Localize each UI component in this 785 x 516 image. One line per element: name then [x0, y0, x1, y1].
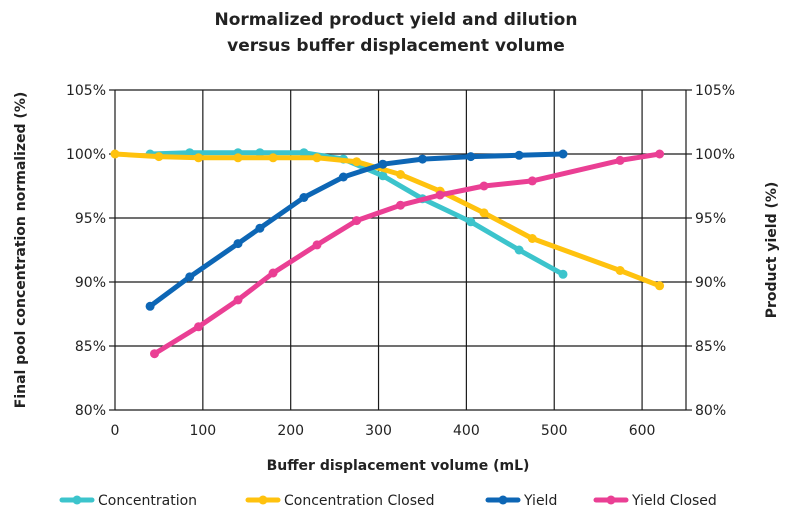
data-point	[110, 149, 120, 159]
data-point	[615, 266, 625, 275]
y-tick-label-right: 85%	[695, 339, 726, 355]
data-point	[150, 349, 159, 359]
data-point	[185, 148, 195, 158]
data-point	[268, 268, 278, 278]
y-tick-label-left: 100%	[66, 147, 106, 163]
y-tick-label-right: 80%	[695, 403, 726, 419]
data-point	[338, 172, 348, 182]
data-point	[154, 152, 164, 162]
data-point	[299, 148, 309, 158]
data-point	[655, 149, 665, 159]
y-tick-label-left: 95%	[75, 211, 106, 227]
y-tick-label-right: 100%	[695, 147, 735, 163]
series-line	[152, 151, 663, 357]
data-point	[479, 181, 489, 191]
data-point	[655, 281, 665, 291]
x-tick-label: 0	[111, 423, 120, 439]
data-point	[312, 240, 322, 250]
y-tick-label-left: 90%	[75, 275, 106, 291]
legend-label: Yield Closed	[631, 493, 717, 509]
series-concentration	[145, 148, 568, 279]
legend-swatch-marker	[606, 495, 616, 505]
data-point	[255, 148, 265, 158]
y-tick-label-left: 105%	[66, 83, 106, 99]
data-point	[466, 217, 476, 227]
data-point	[527, 176, 537, 186]
legend-label: Yield	[523, 493, 557, 509]
y-axis-title-left: Final pool concentration normalized (%)	[13, 92, 29, 409]
data-point	[396, 200, 405, 210]
data-point	[514, 150, 524, 160]
series-layer	[110, 148, 665, 359]
series-yield	[145, 149, 568, 311]
y-tick-label-right: 95%	[695, 211, 726, 227]
data-point	[615, 155, 625, 165]
x-axis-title: Buffer displacement volume (mL)	[267, 458, 530, 474]
legend-label: Concentration	[98, 493, 197, 509]
legend-label: Concentration Closed	[284, 493, 435, 509]
chart-title-line-2: versus buffer displacement volume	[227, 36, 565, 56]
y-tick-label-right: 105%	[695, 83, 735, 99]
legend-swatch-marker	[498, 495, 508, 505]
data-point	[558, 269, 568, 279]
y-tick-label-left: 85%	[75, 339, 106, 355]
data-point	[352, 216, 362, 226]
y-axis-title-right: Product yield (%)	[764, 182, 780, 319]
x-tick-label: 100	[189, 423, 216, 439]
x-tick-label: 500	[541, 423, 568, 439]
legend-swatch-marker	[258, 495, 268, 505]
data-point	[479, 208, 489, 218]
legend: Concentration Concentration Closed Yield Yi…	[59, 493, 717, 509]
x-tick-label: 200	[277, 423, 304, 439]
data-point	[299, 193, 309, 202]
data-point	[145, 301, 155, 311]
data-point	[185, 272, 195, 282]
data-point	[396, 170, 405, 179]
data-point	[352, 157, 362, 167]
data-point	[233, 295, 243, 305]
x-tick-label: 400	[453, 423, 480, 439]
data-point	[466, 152, 476, 162]
y-tick-label-right: 90%	[695, 275, 726, 291]
series-line	[147, 151, 566, 309]
data-point	[435, 190, 445, 200]
data-point	[233, 239, 243, 249]
data-point	[233, 153, 243, 163]
chart-title-line-1: Normalized product yield and dilution	[215, 10, 578, 30]
x-tick-label: 300	[365, 423, 392, 439]
data-point	[312, 153, 322, 163]
series-line	[112, 151, 663, 289]
data-point	[194, 322, 203, 332]
data-point	[194, 153, 203, 163]
data-point	[527, 234, 537, 243]
tick-labels: 80% 80% 85% 85% 90% 90% 95% 95% 100% 100% 105% 105%…	[66, 83, 735, 439]
data-point	[268, 153, 278, 163]
data-point	[378, 171, 388, 181]
y-tick-label-left: 80%	[75, 403, 106, 419]
data-point	[255, 223, 265, 233]
data-point	[418, 154, 427, 164]
series-yield-closed	[150, 149, 665, 359]
data-point	[514, 245, 524, 255]
legend-swatch-marker	[72, 495, 82, 505]
data-point	[558, 149, 568, 159]
grid	[109, 89, 692, 411]
x-tick-label: 600	[629, 423, 656, 439]
data-point	[378, 159, 388, 169]
